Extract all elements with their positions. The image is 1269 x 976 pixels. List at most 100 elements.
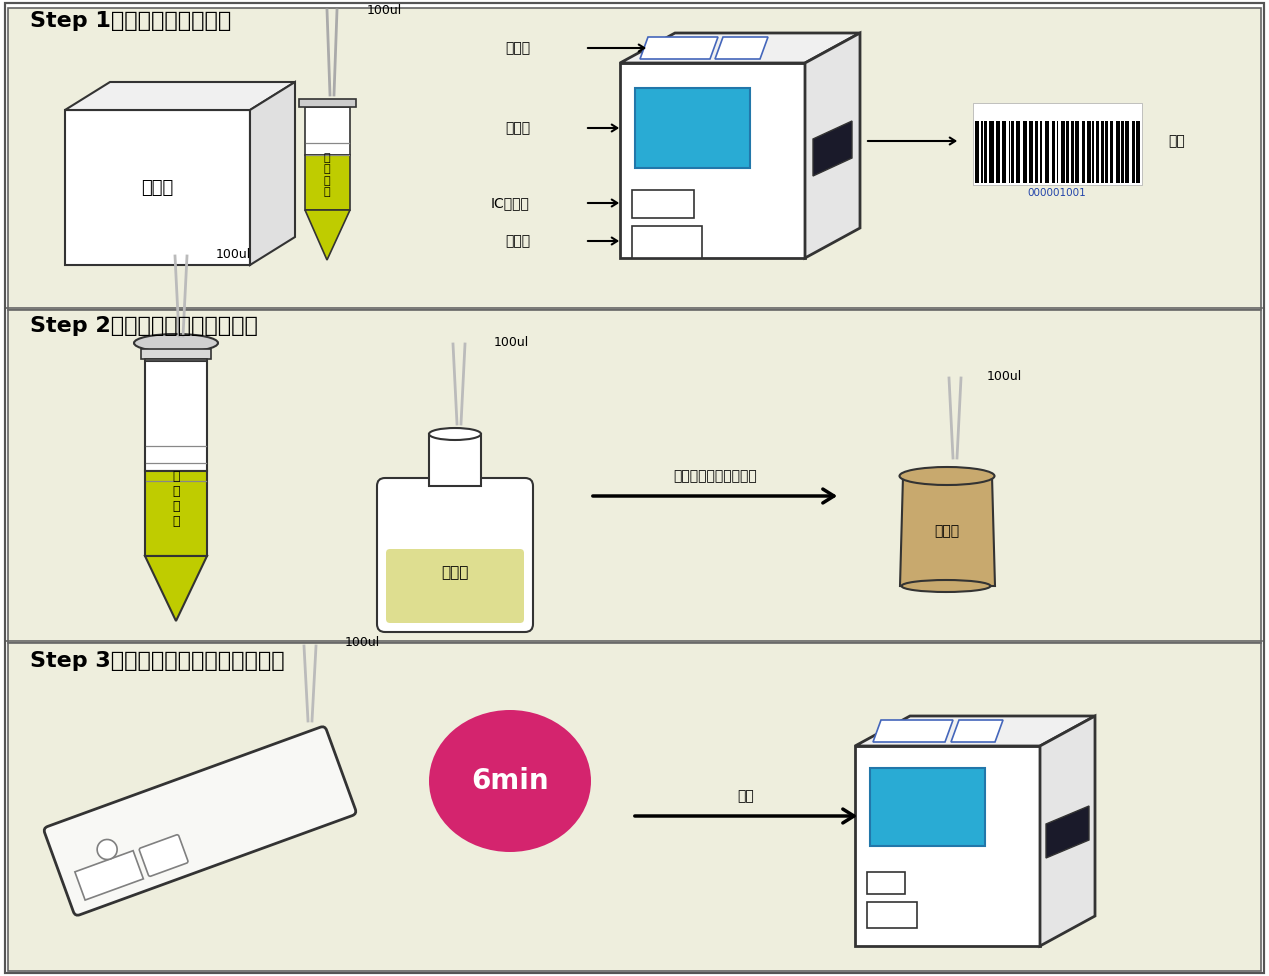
Polygon shape [714,37,768,59]
Bar [867,902,917,928]
Polygon shape [250,82,294,265]
Bar [632,190,694,218]
Text: 100ul: 100ul [367,4,402,17]
Text: Step 2：取样、加稀释液，混匀: Step 2：取样、加稀释液，混匀 [30,316,258,336]
Bar [1023,121,1027,183]
Bar [1136,121,1140,183]
Bar [996,121,1000,183]
Bar [1011,121,1014,183]
Bar [975,121,980,183]
Bar [1075,121,1079,183]
Polygon shape [950,720,1003,742]
Text: 100ul: 100ul [345,636,381,649]
Polygon shape [145,361,207,471]
Ellipse shape [429,710,591,852]
Text: 试剂盒: 试剂盒 [141,179,173,197]
Text: 显示屏: 显示屏 [505,121,530,135]
Polygon shape [873,720,953,742]
Bar [981,121,982,183]
Polygon shape [305,107,350,155]
Polygon shape [1041,716,1095,946]
Polygon shape [145,359,207,361]
Bar [1066,121,1068,183]
Bar [429,434,481,486]
Text: 6min: 6min [471,767,548,795]
Bar [1029,121,1033,183]
Bar [1052,121,1056,183]
Bar [1093,121,1094,183]
Polygon shape [141,349,211,359]
Text: 加入样品杯，吸打混匀: 加入样品杯，吸打混匀 [673,469,756,483]
FancyBboxPatch shape [140,834,188,876]
Polygon shape [65,82,294,110]
FancyBboxPatch shape [377,478,533,632]
Polygon shape [305,155,350,210]
Text: Step 1：回温、开机、扫码: Step 1：回温、开机、扫码 [30,11,231,31]
Bar [1071,121,1074,183]
Bar [8,310,1261,643]
Polygon shape [813,121,851,176]
Bar [1126,121,1129,183]
Text: 打印机: 打印机 [505,41,530,55]
Polygon shape [65,110,250,265]
Text: 100ul: 100ul [987,370,1023,383]
Polygon shape [299,99,357,107]
Bar [1109,121,1113,183]
Bar [1121,121,1124,183]
Polygon shape [305,210,350,260]
Bar [8,643,1261,971]
Polygon shape [621,63,805,258]
Polygon shape [1046,806,1089,858]
Bar [1003,121,1006,183]
Bar [1096,121,1099,183]
Bar [1036,121,1038,183]
Bar [1117,121,1119,183]
Polygon shape [145,556,207,621]
Polygon shape [640,37,718,59]
Polygon shape [855,746,1041,946]
Text: 000001001: 000001001 [1028,188,1086,198]
Bar [8,8,1261,310]
Ellipse shape [429,428,481,440]
Text: 样品杯: 样品杯 [934,524,959,538]
Bar [1088,121,1091,183]
Ellipse shape [900,467,995,485]
Bar [632,226,702,258]
Ellipse shape [901,580,991,592]
Polygon shape [900,476,995,586]
Bar [634,88,750,168]
Bar [1081,121,1085,183]
Polygon shape [621,33,860,63]
Circle shape [98,839,117,860]
Bar [1100,121,1104,183]
FancyBboxPatch shape [386,549,524,623]
Bar [1132,121,1134,183]
Bar [1009,121,1010,183]
Bar [1105,121,1108,183]
Text: 稀释液: 稀释液 [442,565,468,581]
Text: 扫码: 扫码 [1167,134,1185,148]
Text: Step 3：加样，读数，打印检测报告: Step 3：加样，读数，打印检测报告 [30,651,284,671]
Text: 待
检
样
品: 待 检 样 品 [173,470,180,528]
Bar [973,103,1142,185]
Bar [867,872,905,894]
FancyBboxPatch shape [44,727,355,915]
Bar [1057,121,1058,183]
Polygon shape [805,33,860,258]
Text: 待
检
样
品: 待 检 样 品 [324,152,330,197]
Polygon shape [145,471,207,556]
FancyBboxPatch shape [75,851,143,900]
Text: 100ul: 100ul [216,248,251,261]
Bar [1016,121,1020,183]
Polygon shape [855,716,1095,746]
Bar [990,121,994,183]
Bar [1044,121,1049,183]
Bar [871,768,985,846]
Bar [5,3,1264,16]
Text: IC卡插口: IC卡插口 [491,196,530,210]
Text: 插卡口: 插卡口 [505,234,530,248]
Bar [1061,121,1065,183]
Bar [983,121,987,183]
Bar [1039,121,1042,183]
Ellipse shape [135,334,218,352]
